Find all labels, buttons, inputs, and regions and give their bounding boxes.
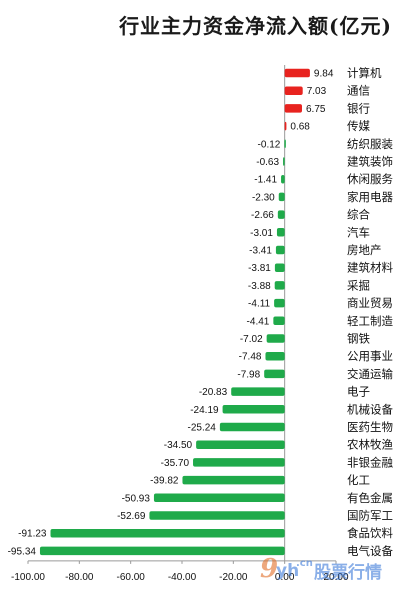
category-label: 机械设备 xyxy=(347,402,393,416)
bar xyxy=(284,104,302,113)
category-label: 有色金属 xyxy=(347,491,393,505)
value-label: 0.68 xyxy=(290,122,310,133)
bar xyxy=(273,316,285,326)
bar xyxy=(266,334,285,343)
watermark-domain: yh xyxy=(276,561,299,581)
chart-title: 行业主力资金净流入额(亿元) xyxy=(119,14,392,38)
bar xyxy=(149,511,285,520)
category-label: 农林牧渔 xyxy=(347,438,393,452)
bar xyxy=(182,475,285,485)
bar xyxy=(284,68,310,78)
value-label: -3.88 xyxy=(248,281,271,292)
category-label: 传媒 xyxy=(347,119,370,133)
category-label: 钢铁 xyxy=(347,333,370,346)
bar xyxy=(281,174,285,184)
x-tick-label: -60.00 xyxy=(116,572,145,583)
bar xyxy=(153,493,285,503)
value-label: -3.81 xyxy=(248,263,271,274)
value-label: 6.75 xyxy=(306,104,326,115)
category-label: 轻工制造 xyxy=(347,314,393,328)
bar xyxy=(265,351,285,361)
bar xyxy=(284,86,303,95)
bar xyxy=(278,192,285,202)
value-label: -1.41 xyxy=(254,175,277,186)
bar xyxy=(222,405,285,414)
category-label: 化工 xyxy=(347,473,370,487)
bar xyxy=(284,139,286,149)
value-label: -0.12 xyxy=(258,139,281,150)
x-tick-label: -80.00 xyxy=(65,572,94,583)
value-label: -34.50 xyxy=(164,440,193,451)
value-label: -2.66 xyxy=(251,210,274,221)
watermark-nine: 9 xyxy=(260,554,278,584)
x-tick-label: 20.00 xyxy=(323,572,348,583)
category-label: 非银金融 xyxy=(347,455,393,469)
category-label: 银行 xyxy=(347,101,370,115)
bar xyxy=(231,387,285,396)
bar xyxy=(39,546,285,556)
category-label: 食品饮料 xyxy=(347,526,393,540)
x-tick-label: 0.00 xyxy=(275,572,295,583)
watermark-text: 股票行情 xyxy=(314,562,382,583)
value-label: -95.34 xyxy=(8,546,37,557)
bar xyxy=(193,458,285,467)
value-label: -35.70 xyxy=(161,458,190,469)
category-label: 家用电器 xyxy=(347,190,393,204)
bar xyxy=(219,422,285,432)
x-tick-label: -100.00 xyxy=(11,572,45,583)
bar xyxy=(283,157,285,166)
value-label: -50.93 xyxy=(122,493,151,504)
bar xyxy=(50,528,285,538)
value-label: -24.19 xyxy=(190,405,219,416)
bar xyxy=(275,245,285,255)
category-label: 建筑装饰 xyxy=(347,155,393,169)
category-label: 公用事业 xyxy=(347,350,393,363)
value-label: -20.83 xyxy=(199,387,228,398)
category-label: 电子 xyxy=(347,386,370,399)
category-label: 商业贸易 xyxy=(347,296,393,310)
category-label: 建筑材料 xyxy=(347,261,393,275)
value-label: -0.63 xyxy=(256,157,279,168)
watermark-logo: 9 yh .cn 股票行情 xyxy=(260,554,382,584)
value-label: 7.03 xyxy=(307,86,327,97)
bar xyxy=(274,263,285,272)
category-label: 交通运输 xyxy=(347,367,393,381)
category-label: 汽车 xyxy=(347,225,370,239)
value-label: -25.24 xyxy=(188,423,217,434)
category-label: 采掘 xyxy=(347,278,370,292)
bar xyxy=(284,121,287,131)
value-label: -3.01 xyxy=(250,228,273,239)
value-label: -3.41 xyxy=(249,246,272,257)
value-label: -7.02 xyxy=(240,334,263,345)
category-label: 综合 xyxy=(347,208,370,222)
bar xyxy=(274,298,285,308)
category-label: 纺织服装 xyxy=(347,137,393,151)
value-label: -4.41 xyxy=(247,316,270,327)
watermark-cn: .cn xyxy=(296,558,313,569)
value-label: -7.98 xyxy=(237,369,260,380)
x-tick-label: -20.00 xyxy=(219,572,248,583)
value-label: -39.82 xyxy=(150,476,179,487)
value-label: -7.48 xyxy=(239,352,262,363)
category-label: 医药生物 xyxy=(347,420,393,434)
bar xyxy=(196,440,285,449)
bar xyxy=(274,281,285,290)
category-label: 休闲服务 xyxy=(347,172,393,186)
category-label: 通信 xyxy=(347,85,370,98)
value-label: 9.84 xyxy=(314,69,334,80)
value-label: -4.11 xyxy=(248,299,270,310)
x-tick-label: -40.00 xyxy=(168,572,197,583)
bar xyxy=(277,210,285,219)
category-label: 房地产 xyxy=(347,243,382,257)
bar xyxy=(264,369,285,379)
category-label: 电气设备 xyxy=(347,544,393,558)
value-label: -91.23 xyxy=(18,529,47,540)
category-label: 国防军工 xyxy=(347,509,393,523)
value-label: -52.69 xyxy=(117,511,146,522)
bar xyxy=(276,228,285,237)
value-label: -2.30 xyxy=(252,192,275,203)
category-label: 计算机 xyxy=(347,66,382,80)
